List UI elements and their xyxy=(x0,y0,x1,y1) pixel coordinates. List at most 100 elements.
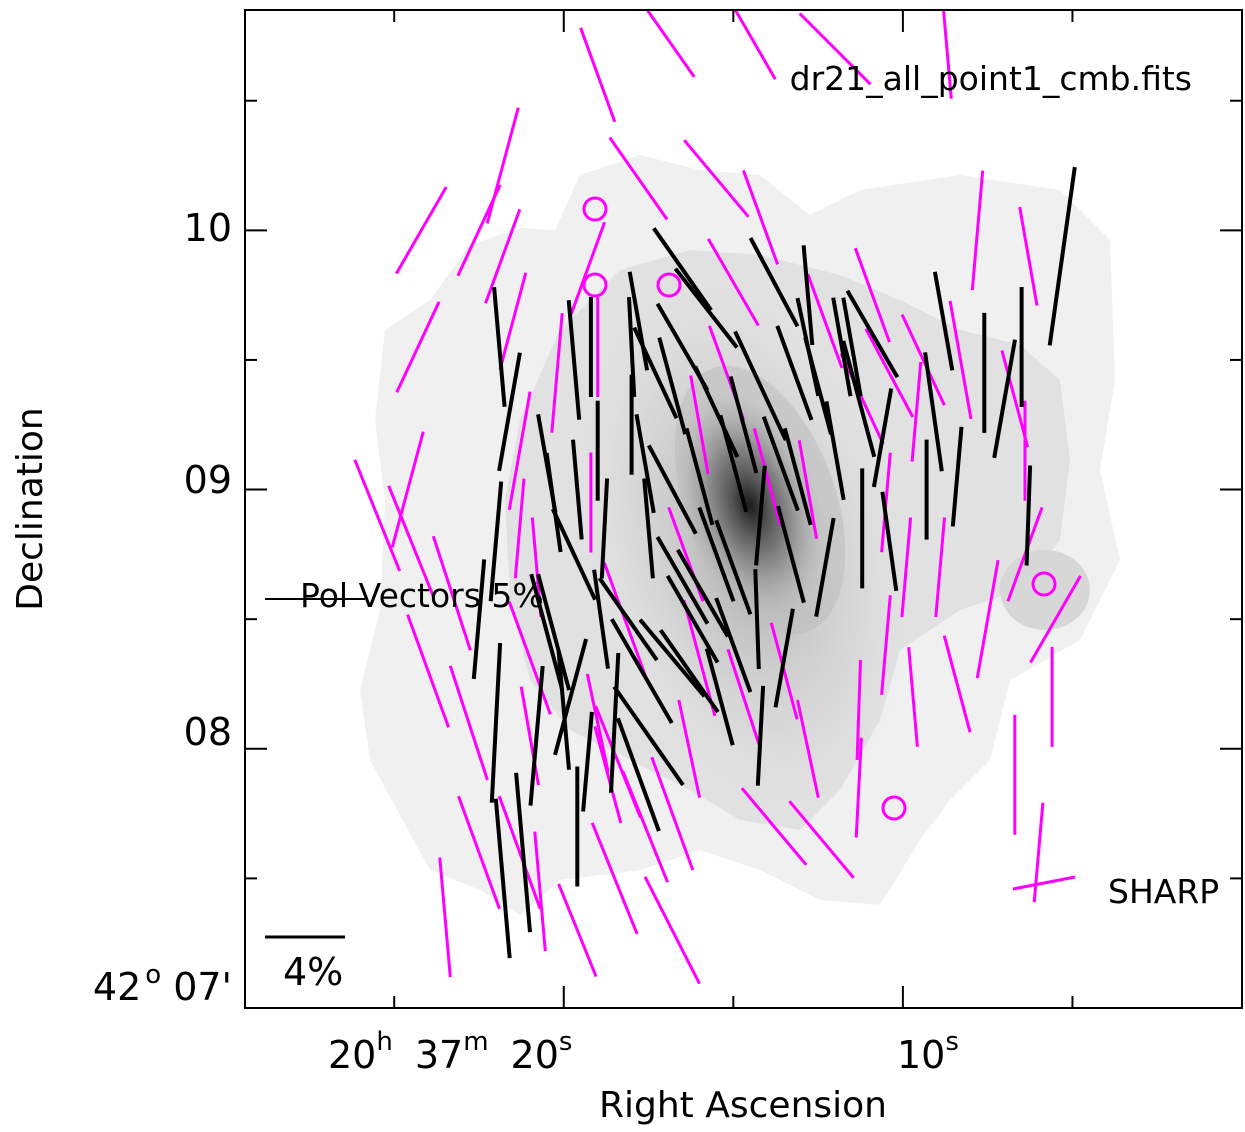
pol-vector xyxy=(489,642,503,803)
pol-vector xyxy=(657,337,688,435)
sharp-vector xyxy=(942,635,972,733)
pol-vector xyxy=(652,227,713,312)
sharp-vector xyxy=(579,27,617,123)
sharp-vector xyxy=(585,673,610,773)
pol-vector xyxy=(714,519,753,615)
pol-vector xyxy=(1024,465,1033,566)
pol-vector xyxy=(612,685,685,787)
pol-vector xyxy=(845,289,900,379)
pol-vector xyxy=(728,375,759,474)
pol-vector xyxy=(597,577,659,662)
non-detection-circles xyxy=(582,196,1057,821)
pol-vector xyxy=(536,414,558,514)
sharp-vector xyxy=(507,601,552,715)
pol-vector xyxy=(923,352,944,472)
sharp-vector xyxy=(934,517,946,618)
pol-vector xyxy=(773,608,795,708)
pol-vector xyxy=(647,444,698,535)
pol-vector xyxy=(1047,166,1077,346)
sharp-vector xyxy=(390,431,425,548)
pol-vector xyxy=(471,559,487,680)
sharp-vector xyxy=(568,221,607,317)
y-tick-label-09: 09 xyxy=(184,458,232,502)
pol-vector xyxy=(761,416,800,512)
pol-vector xyxy=(775,325,814,421)
sharp-vector xyxy=(798,12,872,86)
sharp-vector xyxy=(683,139,750,218)
sharp-vector xyxy=(854,737,863,838)
pol-vector xyxy=(556,649,571,770)
non-detection-circle xyxy=(881,795,907,821)
x-tick-seconds: 20 xyxy=(511,1033,559,1077)
y-tick-label-10: 10 xyxy=(184,206,232,250)
pol-vector xyxy=(514,772,532,933)
sharp-vector xyxy=(741,169,780,265)
sharp-vector xyxy=(796,699,820,799)
sharp-vector xyxy=(353,459,402,572)
pol-vector xyxy=(697,506,736,602)
pol-vector xyxy=(704,648,735,746)
sharp-vector xyxy=(456,184,502,277)
pol-vector xyxy=(733,330,788,442)
sharp-vector xyxy=(677,699,702,799)
sharp-vector xyxy=(975,559,1000,679)
sharp-vector xyxy=(733,10,777,80)
pol-vector xyxy=(754,465,767,566)
chart-title: dr21_all_point1_cmb.fits xyxy=(790,59,1192,98)
pol-vector xyxy=(616,717,661,832)
sharp-legend-label: SHARP xyxy=(1108,872,1219,911)
pol-vector xyxy=(871,388,894,488)
pol-legend-label: Pol Vectors 5% xyxy=(300,576,544,615)
pol-vector xyxy=(553,638,589,756)
non-detection-circle xyxy=(582,272,608,298)
sharp-vector xyxy=(839,352,885,445)
sharp-vector xyxy=(406,614,451,728)
sharp-vector xyxy=(797,440,819,540)
pol-vector xyxy=(638,618,706,698)
y-tick-label-07: 42 o 07' xyxy=(93,960,232,1009)
pol-vector xyxy=(571,439,584,540)
pol-vector xyxy=(610,618,674,725)
pol-vector xyxy=(753,569,761,670)
pol-vector xyxy=(566,300,582,420)
sharp-vector xyxy=(431,535,472,651)
pol-vector xyxy=(627,271,650,371)
sharp-vector xyxy=(769,622,799,720)
pol-vector xyxy=(673,267,739,349)
sharp-vector xyxy=(513,478,526,579)
sharp-vector xyxy=(550,312,564,433)
non-detection-circle xyxy=(656,272,682,298)
y-tick-degrees: 42 xyxy=(93,965,141,1009)
pol-vector xyxy=(801,245,815,346)
sharp-vector xyxy=(590,822,639,935)
pol-vector xyxy=(493,798,512,959)
sharp-vectors xyxy=(353,10,1082,985)
pol-vector xyxy=(950,426,964,527)
pol-vector xyxy=(581,711,594,812)
pol-vector xyxy=(536,573,572,691)
sharp-vector xyxy=(533,831,547,952)
pol-vector xyxy=(632,326,679,420)
sharp-vector xyxy=(707,238,760,327)
sharp-vector xyxy=(880,452,892,553)
scale-bar-label: 4% xyxy=(283,950,343,994)
sharp-vector xyxy=(593,726,623,824)
x-axis-label: Right Ascension xyxy=(599,1085,887,1126)
sharp-vector xyxy=(484,208,522,304)
pol-vector xyxy=(492,287,507,407)
pol-vectors xyxy=(471,166,1077,959)
sharp-vector xyxy=(740,787,808,866)
pol-vector xyxy=(795,297,821,397)
y-tick-label-08: 08 xyxy=(184,710,232,754)
pol-vector xyxy=(748,237,800,328)
sharp-vector xyxy=(645,10,696,78)
sharp-vector xyxy=(602,562,647,677)
pol-vector xyxy=(992,339,1017,459)
pol-vector xyxy=(488,481,504,602)
sharp-vector xyxy=(557,883,598,978)
sharp-vector xyxy=(650,756,695,871)
sharp-vector xyxy=(910,361,923,462)
pol-vector xyxy=(684,427,715,526)
x-tick-hours: 20 xyxy=(328,1033,376,1077)
pol-vector xyxy=(841,340,877,458)
